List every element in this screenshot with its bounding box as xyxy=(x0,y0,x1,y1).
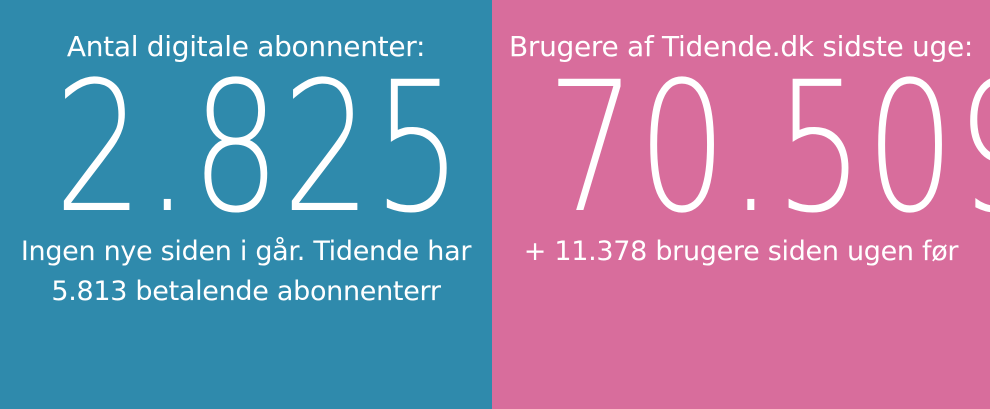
digital-subscribers-panel: Antal digitale abonnenter: 2.825 Ingen n… xyxy=(0,0,492,409)
weekly-users-caption-line1: + 11.378 brugere siden ugen før xyxy=(523,236,959,267)
weekly-users-heading: Brugere af Tidende.dk sidste uge: xyxy=(508,30,974,63)
weekly-users-panel: Brugere af Tidende.dk sidste uge: 70.509… xyxy=(492,0,990,409)
weekly-users-count: 70.509 xyxy=(546,44,990,253)
digital-subscribers-count: 2.825 xyxy=(54,44,464,253)
digital-subscribers-heading: Antal digitale abonnenter: xyxy=(66,30,426,63)
digital-subscribers-caption-line2: 5.813 betalende abonnenterr xyxy=(51,276,441,307)
weekly-users-caption: + 11.378 brugere siden ugen før xyxy=(502,232,980,272)
digital-subscribers-caption-line1: Ingen nye siden i går. Tidende har xyxy=(20,236,472,267)
digital-subscribers-caption: Ingen nye siden i går. Tidende har 5.813… xyxy=(10,232,482,312)
